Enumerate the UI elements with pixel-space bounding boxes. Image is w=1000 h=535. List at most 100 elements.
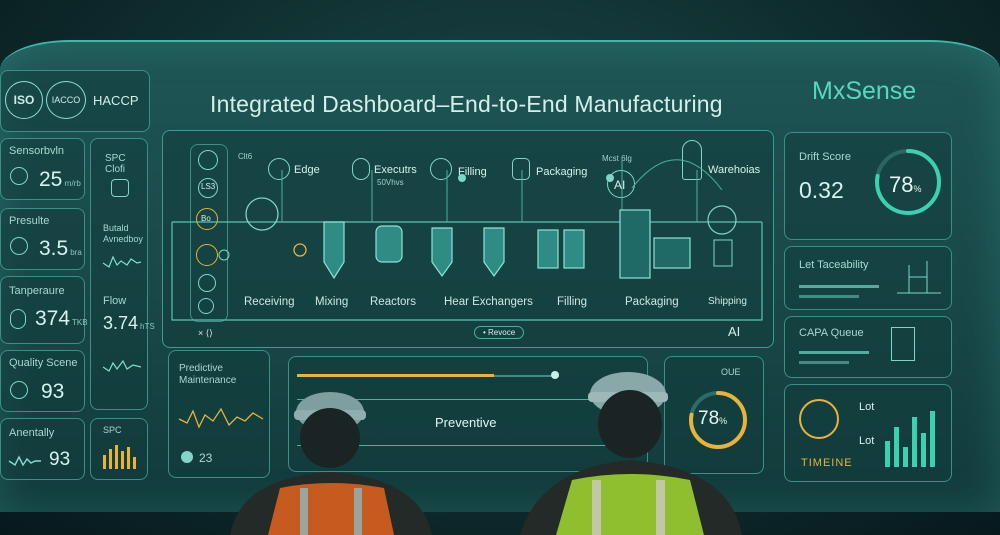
predictive-value: 23 bbox=[199, 451, 213, 465]
metric-card[interactable]: Anentally 93 bbox=[0, 418, 85, 480]
metric-label: Quality Scene bbox=[9, 357, 78, 369]
flow-node-sub: 50Vhvs bbox=[377, 178, 404, 187]
metric-value: 93 bbox=[41, 380, 65, 403]
brand-logo: MxSense bbox=[812, 77, 917, 105]
stage-label: Hear Exchangers bbox=[444, 296, 533, 308]
traceability-label: Let Taceability bbox=[799, 259, 869, 271]
capa-label: CAPA Queue bbox=[799, 327, 864, 339]
bottom-left-chip[interactable]: × ⟨⟩ bbox=[198, 328, 213, 338]
preventive-progress bbox=[297, 374, 494, 377]
stage-label: Receiving bbox=[244, 296, 295, 308]
preventive-track-2 bbox=[297, 399, 627, 400]
spc-sub-label: Butald Avnedboy bbox=[103, 223, 143, 244]
spc-bottom-label: SPC bbox=[103, 425, 122, 435]
iacco-badge: IACCO bbox=[46, 81, 86, 119]
cert-badge-panel: ISO IACCO HACCP bbox=[0, 70, 150, 132]
ai-node-icon[interactable] bbox=[607, 170, 635, 198]
metric-card[interactable]: Tanperaure 374 TKB bbox=[0, 276, 88, 344]
lot-label: Lot bbox=[859, 401, 875, 413]
timeline-panel[interactable]: TIMEINE Lot Lot bbox=[784, 384, 952, 482]
stage-label: Shipping bbox=[708, 296, 747, 307]
equipment-icon bbox=[181, 451, 193, 463]
progress-handle[interactable] bbox=[551, 371, 559, 379]
vibration-sparkline bbox=[178, 407, 264, 429]
metric-value: 3.5 bbox=[39, 237, 69, 260]
trace-bar bbox=[799, 285, 879, 288]
oee-unit: % bbox=[719, 416, 728, 426]
sensor-node-icon[interactable] bbox=[198, 150, 218, 170]
metric-unit: rn/rb bbox=[64, 179, 81, 188]
metric-card[interactable]: Quality Scene 93 bbox=[0, 350, 85, 412]
capa-queue-panel[interactable]: CAPA Queue bbox=[784, 316, 952, 378]
flow-node-label: Edge bbox=[294, 164, 320, 176]
stage-label: Filling bbox=[557, 296, 588, 308]
sensor-node-icon[interactable] bbox=[198, 178, 218, 198]
oee-gauge bbox=[689, 391, 747, 449]
drift-gauge-value: 78 bbox=[889, 172, 914, 197]
flow-node-label: Filling bbox=[458, 166, 487, 178]
trace-bar bbox=[799, 295, 859, 298]
metric-label: Anentally bbox=[9, 427, 55, 439]
drift-score-panel[interactable]: Drift Score 0.32 78% bbox=[784, 132, 952, 240]
stage-label: Reactors bbox=[370, 296, 417, 308]
spc-label: SPC Clofi bbox=[105, 153, 126, 175]
metric-label: Sensorbvln bbox=[9, 145, 65, 157]
pressure-icon bbox=[10, 237, 28, 255]
drift-value: 0.32 bbox=[799, 177, 844, 203]
quality-icon bbox=[10, 381, 28, 399]
sensor-node-icon[interactable] bbox=[196, 208, 218, 230]
node-column bbox=[190, 144, 228, 322]
flow-value: 3.74 bbox=[103, 313, 139, 333]
metric-unit: bra bbox=[70, 248, 82, 257]
metric-value: 374 bbox=[35, 307, 71, 330]
drift-gauge-unit: % bbox=[913, 184, 922, 194]
sensor-node-icon[interactable] bbox=[196, 244, 218, 266]
document-icon bbox=[891, 327, 915, 361]
flow-label: Flow bbox=[103, 295, 127, 307]
executors-node-icon[interactable] bbox=[352, 158, 370, 180]
spc-bar-chart bbox=[103, 445, 136, 469]
metric-value: 93 bbox=[49, 449, 71, 470]
preventive-label: Preventive bbox=[435, 415, 497, 430]
workers-illustration bbox=[230, 372, 742, 535]
sensor-node-icon[interactable] bbox=[198, 298, 214, 314]
preventive-track-3 bbox=[297, 445, 627, 446]
sensor-node-icon[interactable] bbox=[198, 274, 216, 292]
wave-sparkline bbox=[8, 455, 41, 467]
filling-node-icon[interactable] bbox=[430, 158, 452, 180]
lock-icon bbox=[111, 179, 129, 197]
capa-bar bbox=[799, 351, 869, 354]
node-label: Clt6 bbox=[238, 152, 253, 161]
gauge-icon bbox=[10, 167, 28, 185]
traceability-panel[interactable]: Let Taceability bbox=[784, 246, 952, 310]
metric-card[interactable]: Presulte 3.5 bra bbox=[0, 208, 85, 270]
spc-sparkline bbox=[102, 255, 142, 268]
metric-label: Presulte bbox=[9, 215, 50, 227]
predictive-maintenance-panel[interactable]: Predictive Maintenance 23 bbox=[168, 350, 270, 478]
timeline-label: TIMEINE bbox=[801, 457, 853, 469]
haccp-badge: HACCP bbox=[93, 93, 139, 108]
edge-node-icon[interactable] bbox=[268, 158, 290, 180]
drift-gauge bbox=[875, 149, 941, 215]
lot-label: Lot bbox=[859, 435, 875, 447]
node-label: LS3 bbox=[201, 182, 216, 191]
metric-card[interactable]: Sensorbvln 25 rn/rb bbox=[0, 138, 85, 200]
spc-bar-panel[interactable]: SPC bbox=[90, 418, 148, 480]
stage-label: Mixing bbox=[315, 296, 349, 308]
packaging-node-icon[interactable] bbox=[512, 158, 530, 180]
ai-label: AI bbox=[614, 178, 626, 192]
spc-panel[interactable]: SPC Clofi Butald Avnedboy Flow 3.74 hTS bbox=[90, 138, 155, 410]
oee-label: OUE bbox=[721, 367, 741, 377]
metric-unit: TKB bbox=[72, 318, 88, 327]
oee-panel[interactable]: OUE 78% bbox=[664, 356, 764, 474]
flow-node-sub: Mcst 6lg bbox=[602, 154, 632, 163]
bottom-ai-label: AI bbox=[728, 324, 741, 339]
flow-node-label: Packaging bbox=[536, 166, 588, 178]
flow-sparkline bbox=[102, 359, 142, 372]
flow-unit: hTS bbox=[140, 322, 155, 331]
flow-node-label: Executrs bbox=[374, 164, 417, 176]
metric-value: 25 bbox=[39, 168, 63, 191]
iso-badge: ISO bbox=[5, 81, 43, 119]
bottom-center-chip[interactable]: • Revoce bbox=[474, 326, 525, 339]
metric-label: Tanperaure bbox=[9, 285, 65, 297]
